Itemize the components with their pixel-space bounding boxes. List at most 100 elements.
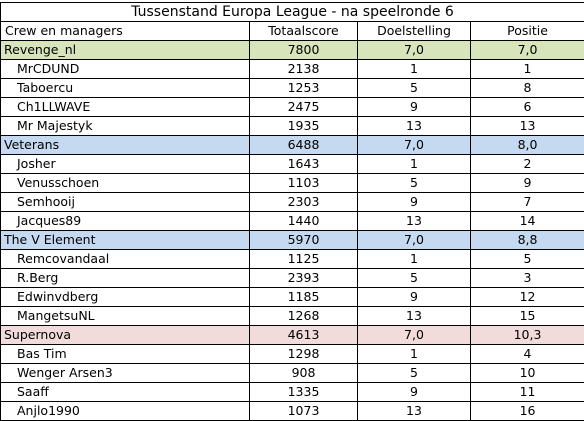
manager-row: Venusschoen 1103 5 9: [0, 173, 584, 193]
manager-doelstelling-cell[interactable]: 9: [357, 192, 471, 212]
manager-positie-cell[interactable]: 1: [469, 59, 584, 79]
manager-total-cell[interactable]: 1335: [249, 382, 358, 402]
manager-total-cell[interactable]: 1935: [249, 116, 358, 136]
header-doelstelling[interactable]: Doelstelling: [357, 21, 471, 41]
manager-total-cell[interactable]: 1440: [249, 211, 358, 231]
manager-doelstelling-cell[interactable]: 5: [357, 78, 471, 98]
table-title[interactable]: Tussenstand Europa League - na speelrond…: [0, 2, 584, 22]
manager-row: Mr Majestyk 1935 13 13: [0, 116, 584, 136]
manager-name-cell[interactable]: Wenger Arsen3: [0, 363, 250, 383]
manager-row: MangetsuNL 1268 13 15: [0, 306, 584, 326]
manager-positie-cell[interactable]: 12: [469, 287, 584, 307]
manager-doelstelling-cell[interactable]: 5: [357, 268, 471, 288]
manager-total-cell[interactable]: 2475: [249, 97, 358, 117]
manager-doelstelling-cell[interactable]: 13: [357, 116, 471, 136]
team-total-cell[interactable]: 4613: [249, 325, 358, 345]
header-totaalscore[interactable]: Totaalscore: [249, 21, 358, 41]
team-doelstelling-cell[interactable]: 7,0: [357, 325, 471, 345]
manager-doelstelling-cell[interactable]: 1: [357, 344, 471, 364]
manager-positie-cell[interactable]: 16: [469, 401, 584, 421]
manager-name-cell[interactable]: Venusschoen: [0, 173, 250, 193]
manager-total-cell[interactable]: 1268: [249, 306, 358, 326]
team-positie-cell[interactable]: 10,3: [469, 325, 584, 345]
team-name-cell[interactable]: Supernova: [0, 325, 250, 345]
manager-row: Anjlo1990 1073 13 16: [0, 401, 584, 421]
manager-total-cell[interactable]: 1185: [249, 287, 358, 307]
manager-positie-cell[interactable]: 6: [469, 97, 584, 117]
manager-total-cell[interactable]: 2138: [249, 59, 358, 79]
team-row: Veterans 6488 7,0 8,0: [0, 135, 584, 155]
team-doelstelling-cell[interactable]: 7,0: [357, 135, 471, 155]
team-positie-cell[interactable]: 8,8: [469, 230, 584, 250]
manager-positie-cell[interactable]: 14: [469, 211, 584, 231]
team-positie-cell[interactable]: 8,0: [469, 135, 584, 155]
team-total-cell[interactable]: 6488: [249, 135, 358, 155]
team-total-cell[interactable]: 7800: [249, 40, 358, 60]
manager-row: Bas Tim 1298 1 4: [0, 344, 584, 364]
manager-name-cell[interactable]: Saaff: [0, 382, 250, 402]
manager-total-cell[interactable]: 2393: [249, 268, 358, 288]
manager-name-cell[interactable]: MangetsuNL: [0, 306, 250, 326]
manager-doelstelling-cell[interactable]: 13: [357, 401, 471, 421]
manager-positie-cell[interactable]: 2: [469, 154, 584, 174]
manager-positie-cell[interactable]: 15: [469, 306, 584, 326]
manager-positie-cell[interactable]: 3: [469, 268, 584, 288]
manager-total-cell[interactable]: 908: [249, 363, 358, 383]
manager-total-cell[interactable]: 1298: [249, 344, 358, 364]
team-name-cell[interactable]: Veterans: [0, 135, 250, 155]
team-row: The V Element 5970 7,0 8,8: [0, 230, 584, 250]
manager-doelstelling-cell[interactable]: 9: [357, 382, 471, 402]
manager-positie-cell[interactable]: 5: [469, 249, 584, 269]
manager-doelstelling-cell[interactable]: 1: [357, 249, 471, 269]
manager-row: Jacques89 1440 13 14: [0, 211, 584, 231]
manager-name-cell[interactable]: Edwinvdberg: [0, 287, 250, 307]
team-name-cell[interactable]: The V Element: [0, 230, 250, 250]
team-total-cell[interactable]: 5970: [249, 230, 358, 250]
manager-name-cell[interactable]: Mr Majestyk: [0, 116, 250, 136]
manager-positie-cell[interactable]: 11: [469, 382, 584, 402]
manager-total-cell[interactable]: 2303: [249, 192, 358, 212]
manager-positie-cell[interactable]: 8: [469, 78, 584, 98]
manager-doelstelling-cell[interactable]: 13: [357, 306, 471, 326]
manager-doelstelling-cell[interactable]: 1: [357, 154, 471, 174]
manager-row: Wenger Arsen3 908 5 10: [0, 363, 584, 383]
manager-total-cell[interactable]: 1643: [249, 154, 358, 174]
manager-name-cell[interactable]: Semhooij: [0, 192, 250, 212]
manager-row: Ch1LLWAVE 2475 9 6: [0, 97, 584, 117]
manager-total-cell[interactable]: 1103: [249, 173, 358, 193]
manager-positie-cell[interactable]: 4: [469, 344, 584, 364]
team-positie-cell[interactable]: 7,0: [469, 40, 584, 60]
team-name-cell[interactable]: Revenge_nl: [0, 40, 250, 60]
manager-row: Edwinvdberg 1185 9 12: [0, 287, 584, 307]
manager-doelstelling-cell[interactable]: 5: [357, 173, 471, 193]
manager-positie-cell[interactable]: 13: [469, 116, 584, 136]
manager-total-cell[interactable]: 1253: [249, 78, 358, 98]
manager-name-cell[interactable]: Remcovandaal: [0, 249, 250, 269]
manager-name-cell[interactable]: Anjlo1990: [0, 401, 250, 421]
header-positie[interactable]: Positie: [469, 21, 584, 41]
manager-positie-cell[interactable]: 9: [469, 173, 584, 193]
manager-name-cell[interactable]: MrCDUND: [0, 59, 250, 79]
team-doelstelling-cell[interactable]: 7,0: [357, 40, 471, 60]
manager-doelstelling-cell[interactable]: 9: [357, 97, 471, 117]
manager-name-cell[interactable]: Ch1LLWAVE: [0, 97, 250, 117]
manager-row: MrCDUND 2138 1 1: [0, 59, 584, 79]
manager-name-cell[interactable]: Jacques89: [0, 211, 250, 231]
manager-total-cell[interactable]: 1125: [249, 249, 358, 269]
manager-positie-cell[interactable]: 7: [469, 192, 584, 212]
manager-positie-cell[interactable]: 10: [469, 363, 584, 383]
manager-name-cell[interactable]: Josher: [0, 154, 250, 174]
manager-row: Remcovandaal 1125 1 5: [0, 249, 584, 269]
header-crew[interactable]: Crew en managers: [0, 21, 250, 41]
manager-name-cell[interactable]: Taboercu: [0, 78, 250, 98]
manager-name-cell[interactable]: Bas Tim: [0, 344, 250, 364]
manager-doelstelling-cell[interactable]: 1: [357, 59, 471, 79]
manager-doelstelling-cell[interactable]: 5: [357, 363, 471, 383]
team-doelstelling-cell[interactable]: 7,0: [357, 230, 471, 250]
manager-name-cell[interactable]: R.Berg: [0, 268, 250, 288]
manager-total-cell[interactable]: 1073: [249, 401, 358, 421]
manager-doelstelling-cell[interactable]: 9: [357, 287, 471, 307]
team-row: Supernova 4613 7,0 10,3: [0, 325, 584, 345]
manager-doelstelling-cell[interactable]: 13: [357, 211, 471, 231]
